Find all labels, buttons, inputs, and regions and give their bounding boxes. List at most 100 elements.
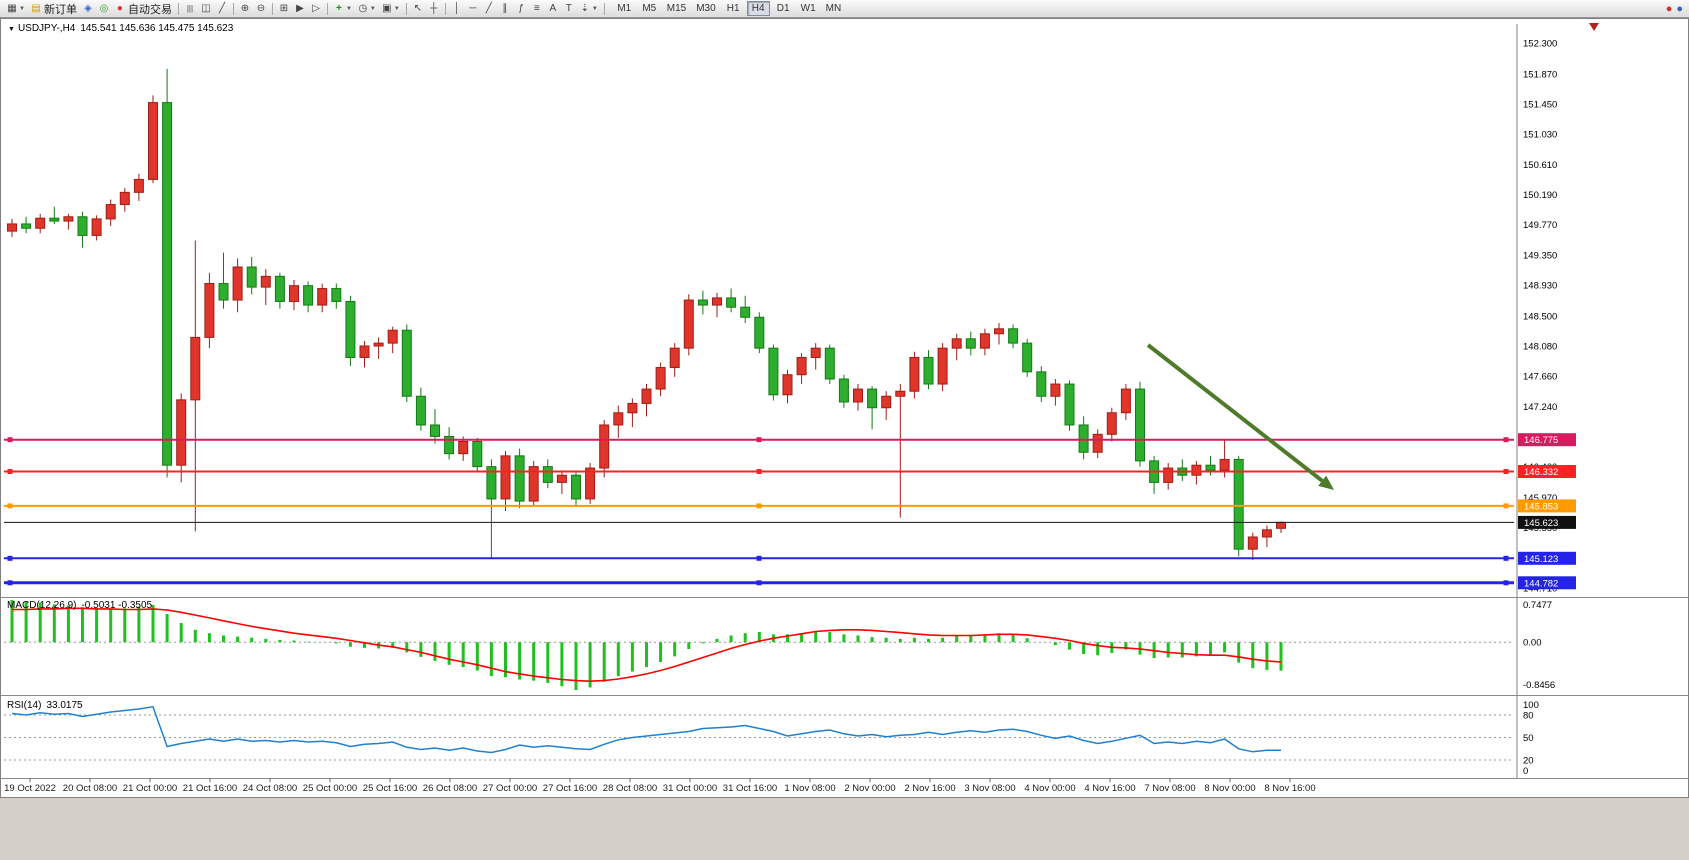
zoom-in-button[interactable]: ⊕ (237, 1, 253, 16)
toolbar: ▦ ▼ ▤ 新订单 ◈ ◎ ● 自动交易 ||| ◫ ╱ ⊕ ⊖ ⊞ ▶ ▷ +… (0, 0, 1689, 18)
new-chart-button[interactable]: ▦ ▼ (4, 1, 28, 16)
candle (77, 211, 88, 248)
trend-arrow[interactable] (1146, 343, 1334, 490)
candle (1036, 366, 1047, 402)
candle (909, 351, 920, 399)
cycle-lines-button[interactable]: ≡ (529, 1, 545, 16)
line-handle[interactable] (756, 503, 762, 509)
zoom-out-button[interactable]: ⊖ (253, 1, 269, 16)
svg-text:0.7477: 0.7477 (1523, 600, 1552, 611)
line-handle[interactable] (756, 580, 762, 586)
template-icon: ▣ (382, 2, 392, 14)
horizontal-line-button[interactable]: ─ (465, 1, 481, 16)
crosshair-icon: ┼ (430, 2, 438, 14)
trendline-button[interactable]: ╱ (481, 1, 497, 16)
candle (1078, 416, 1089, 460)
fibonacci-button[interactable]: ƒ (513, 1, 529, 16)
auto-scroll-button[interactable]: ▶ (292, 1, 308, 16)
candle (274, 272, 285, 309)
rsi-panel (4, 705, 1514, 761)
channel-button[interactable]: ∥ (497, 1, 513, 16)
candle (542, 459, 553, 489)
fibonacci-icon: ƒ (518, 2, 524, 14)
arrows-tool-button[interactable]: ⇣ ▼ (577, 1, 601, 16)
candle (472, 437, 483, 473)
line-handle[interactable] (756, 469, 762, 475)
data-window-button[interactable]: ◎ (96, 1, 112, 16)
collapse-arrow-icon[interactable]: ▼ (8, 26, 15, 33)
auto-trading-button[interactable]: ● 自动交易 (112, 1, 175, 16)
tab-timeframe-m30[interactable]: M30 (696, 3, 716, 14)
candle (401, 324, 412, 402)
vertical-line-button[interactable]: │ (449, 1, 465, 16)
chart-bars-button[interactable]: ||| (182, 1, 198, 16)
svg-text:147.660: 147.660 (1523, 372, 1557, 383)
line-handle[interactable] (1503, 437, 1509, 443)
periods-button[interactable]: ◷ ▼ (355, 1, 379, 16)
line-chart-icon: ╱ (218, 2, 225, 14)
tab-timeframe-d1[interactable]: D1 (776, 3, 790, 14)
text-label-icon: T (565, 2, 572, 14)
chart-shift-button[interactable]: ▷ (308, 1, 324, 16)
tab-timeframe-m1[interactable]: M1 (617, 3, 632, 14)
red-badge-icon[interactable]: ● (1665, 2, 1673, 15)
text-label-button[interactable]: T (561, 1, 577, 16)
text-button[interactable]: A (545, 1, 561, 16)
time-axis[interactable]: 19 Oct 2022 20 Oct 08:00 21 Oct 00:00 21 Oc… (4, 778, 1316, 794)
macd-label: MACD(12,26,9) -0.5031 -0.3505 (7, 600, 152, 611)
candle (486, 459, 497, 559)
templates-button[interactable]: ▣ ▼ (379, 1, 403, 16)
svg-text:151.870: 151.870 (1523, 69, 1557, 80)
line-handle[interactable] (1503, 503, 1509, 509)
price-axis[interactable]: 152.300 151.870 151.450 151.030 150.610 150.1… (1518, 39, 1576, 595)
chart-area[interactable]: 152.300 151.870 151.450 151.030 150.610 150.1… (0, 18, 1689, 860)
tab-timeframe-h1[interactable]: H1 (726, 3, 740, 14)
candle (669, 343, 680, 377)
svg-text:0.00: 0.00 (1523, 638, 1542, 649)
tab-timeframe-mn[interactable]: MN (825, 3, 842, 14)
candle (260, 269, 271, 306)
svg-text:20 Oct 08:00: 20 Oct 08:00 (63, 783, 117, 794)
line-handle[interactable] (756, 437, 762, 443)
tile-windows-icon: ⊞ (279, 2, 289, 14)
cursor-button[interactable]: ↖ (410, 1, 426, 16)
svg-text:145.853: 145.853 (1524, 501, 1558, 512)
chevron-down-icon: ▼ (393, 5, 400, 12)
tab-timeframe-m5[interactable]: M5 (642, 3, 657, 14)
timeframe-group: M1 M5 M15 M30 H1 H4 D1 W1 MN (612, 1, 846, 16)
candle (162, 68, 173, 478)
navigator-button[interactable]: ◈ (80, 1, 96, 16)
tab-timeframe-w1[interactable]: W1 (800, 3, 816, 14)
new-order-button[interactable]: ▤ 新订单 (28, 1, 80, 16)
line-handle[interactable] (7, 469, 13, 475)
tab-timeframe-h4[interactable]: H4 (746, 1, 770, 16)
candle (63, 213, 74, 230)
tab-timeframe-m15[interactable]: M15 (666, 3, 687, 14)
line-handle[interactable] (1503, 555, 1509, 561)
line-handle[interactable] (7, 503, 13, 509)
candle (937, 343, 948, 392)
chart-line-button[interactable]: ╱ (214, 1, 230, 16)
rsi-indicator-name: RSI(14) (7, 700, 42, 711)
indicators-button[interactable]: + ▼ (331, 1, 355, 16)
chart-candles-button[interactable]: ◫ (198, 1, 214, 16)
svg-text:147.240: 147.240 (1523, 402, 1557, 413)
candle (444, 427, 455, 460)
crosshair-button[interactable]: ┼ (426, 1, 442, 16)
tile-windows-button[interactable]: ⊞ (276, 1, 292, 16)
candle (528, 460, 539, 507)
candle (683, 294, 694, 356)
svg-text:100: 100 (1523, 700, 1539, 711)
candle (895, 384, 906, 518)
line-handle[interactable] (756, 555, 762, 561)
line-handle[interactable] (7, 437, 13, 443)
line-handle[interactable] (1503, 469, 1509, 475)
line-handle[interactable] (1503, 580, 1509, 586)
candle (1022, 338, 1033, 377)
line-handle[interactable] (7, 580, 13, 586)
svg-text:24 Oct 08:00: 24 Oct 08:00 (243, 783, 297, 794)
svg-text:31 Oct 16:00: 31 Oct 16:00 (723, 783, 777, 794)
chart-shift-marker[interactable] (1589, 23, 1599, 31)
line-handle[interactable] (7, 555, 13, 561)
blue-badge-icon[interactable]: ● (1676, 2, 1683, 15)
